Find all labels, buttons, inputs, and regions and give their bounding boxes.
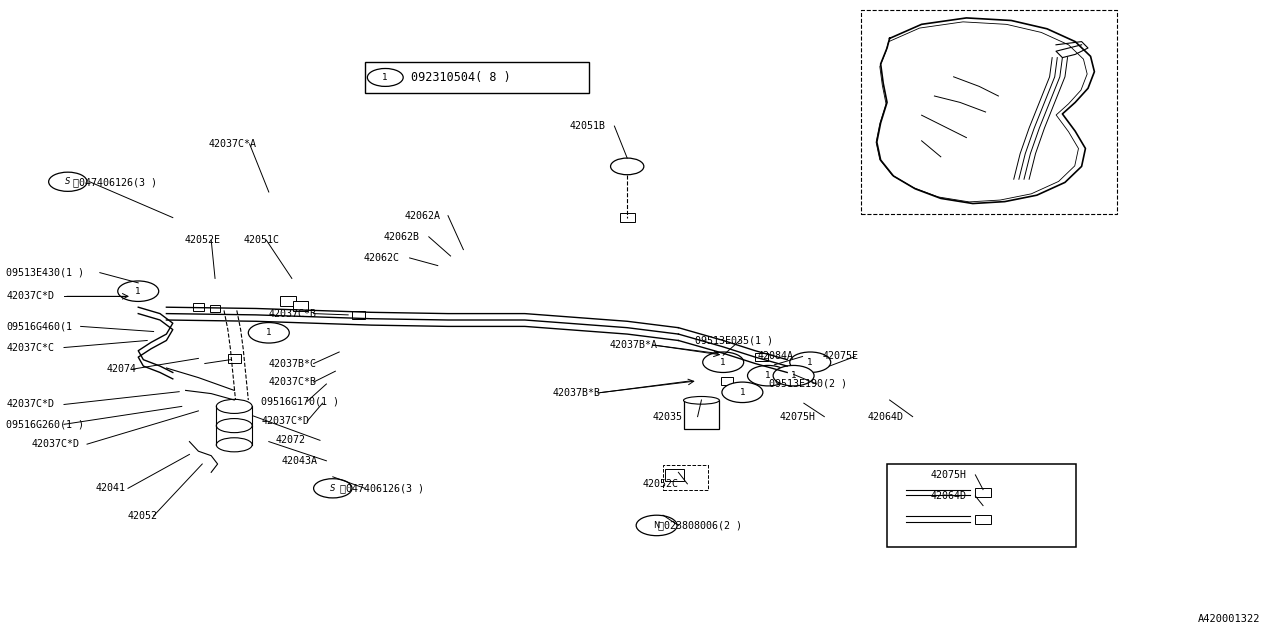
Text: 09516G170(1 ): 09516G170(1 ) (261, 396, 339, 406)
Text: 1: 1 (808, 358, 813, 367)
Text: 09516G260(1 ): 09516G260(1 ) (6, 419, 84, 429)
Text: 42041: 42041 (96, 483, 125, 493)
Text: 42037B*A: 42037B*A (609, 340, 658, 350)
Bar (663, 465, 708, 490)
Circle shape (611, 158, 644, 175)
Text: 42064D: 42064D (931, 491, 966, 501)
Text: 1: 1 (765, 371, 771, 380)
Text: 09513E035(1 ): 09513E035(1 ) (695, 335, 773, 346)
Text: 42075H: 42075H (780, 412, 815, 422)
Bar (270, 324, 280, 332)
Circle shape (118, 281, 159, 301)
Text: 42037C*D: 42037C*D (261, 416, 310, 426)
Text: Ⓢ047406126(3 ): Ⓢ047406126(3 ) (340, 483, 425, 493)
Text: 092310504( 8 ): 092310504( 8 ) (411, 71, 511, 84)
Bar (352, 311, 365, 319)
Bar (887, 464, 1076, 547)
Text: 42074: 42074 (106, 364, 136, 374)
Text: 09516G460(1: 09516G460(1 (6, 321, 73, 332)
Text: 42052C: 42052C (643, 479, 678, 489)
Ellipse shape (216, 438, 252, 452)
Text: 42037B*B: 42037B*B (553, 388, 602, 398)
Bar (666, 469, 685, 481)
Text: 42072: 42072 (275, 435, 305, 445)
Text: Ⓢ047406126(3 ): Ⓢ047406126(3 ) (73, 177, 157, 187)
Text: 42084A: 42084A (758, 351, 794, 362)
Text: 42062A: 42062A (404, 211, 440, 221)
Text: 42064D: 42064D (868, 412, 904, 422)
Bar (721, 376, 733, 385)
Text: 1: 1 (721, 358, 726, 367)
Circle shape (49, 172, 87, 191)
Bar (210, 305, 220, 312)
Text: 42052: 42052 (128, 511, 157, 521)
Bar (293, 301, 308, 310)
Text: 09513E190(2 ): 09513E190(2 ) (769, 379, 847, 389)
Text: 42037C*D: 42037C*D (32, 439, 79, 449)
Text: 1: 1 (383, 73, 388, 82)
Text: 42043A: 42043A (282, 456, 317, 466)
Text: 1: 1 (791, 371, 796, 380)
Text: 1: 1 (740, 388, 745, 397)
Text: 1: 1 (136, 287, 141, 296)
Text: 42075E: 42075E (823, 351, 859, 362)
Circle shape (314, 479, 352, 498)
Text: 42037B*C: 42037B*C (269, 358, 317, 369)
Ellipse shape (216, 399, 252, 413)
Circle shape (248, 323, 289, 343)
Text: S: S (330, 484, 335, 493)
Bar (684, 401, 719, 429)
Circle shape (722, 382, 763, 403)
Text: 42051C: 42051C (243, 235, 279, 245)
Text: 42037C*B: 42037C*B (269, 308, 317, 319)
Text: 09513E430(1 ): 09513E430(1 ) (6, 268, 84, 278)
Text: 42037C*B: 42037C*B (269, 377, 317, 387)
Text: A420001322: A420001322 (1198, 614, 1261, 624)
Text: S: S (65, 177, 70, 186)
Text: 1: 1 (266, 328, 271, 337)
Circle shape (748, 365, 788, 386)
Bar (755, 353, 768, 361)
Bar (861, 10, 1117, 214)
Text: 42062C: 42062C (364, 253, 399, 263)
Ellipse shape (216, 419, 252, 433)
Bar (193, 303, 204, 311)
Text: 42035: 42035 (653, 412, 682, 422)
Bar (365, 62, 589, 93)
Text: 42037C*C: 42037C*C (6, 342, 54, 353)
Text: 42062B: 42062B (384, 232, 420, 242)
Bar (228, 355, 241, 362)
Bar (975, 515, 991, 524)
Bar (975, 488, 991, 497)
Circle shape (636, 515, 677, 536)
Text: 42037C*D: 42037C*D (6, 291, 54, 301)
Circle shape (773, 365, 814, 386)
Circle shape (703, 352, 744, 372)
Bar (280, 296, 296, 305)
Bar (620, 213, 635, 222)
Circle shape (790, 352, 831, 372)
Text: 42037C*D: 42037C*D (6, 399, 54, 410)
Ellipse shape (684, 396, 719, 404)
Text: 42051B: 42051B (570, 121, 605, 131)
Text: 42037C*A: 42037C*A (209, 139, 256, 149)
Text: N: N (654, 521, 659, 530)
Text: 42075H: 42075H (931, 470, 966, 480)
Text: Ⓝ023808006(2 ): Ⓝ023808006(2 ) (658, 520, 742, 531)
Text: 42052E: 42052E (184, 235, 220, 245)
